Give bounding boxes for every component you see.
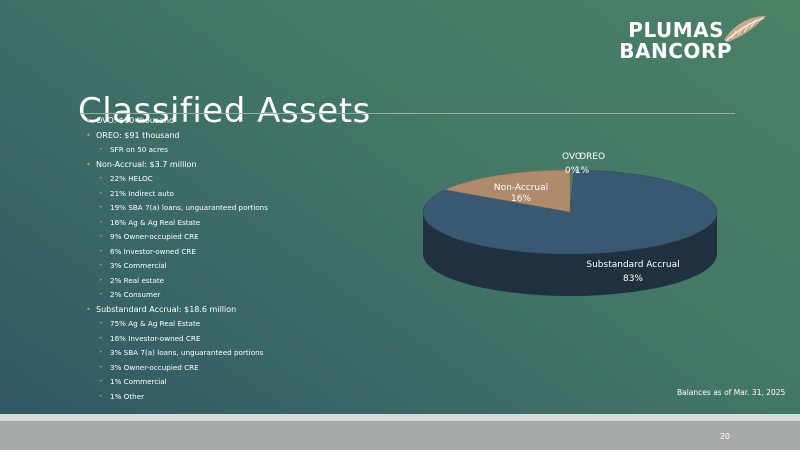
title-divider bbox=[80, 113, 735, 114]
pie-label-percent: 16% bbox=[511, 194, 531, 204]
classified-assets-pie-chart: OVO 0% OREO 1% Substandard Accrual 83% Non-Acc… bbox=[422, 152, 718, 296]
pie-label-percent: 0% bbox=[565, 166, 580, 176]
pie-slice-non-accrual bbox=[444, 169, 571, 213]
pie-label-name: OVO bbox=[562, 152, 582, 162]
bullet-item: OVO: $10 thousand bbox=[82, 114, 382, 129]
sub-bullet-item: 6% Investor-owned CRE bbox=[82, 245, 382, 260]
bullet-list: OVO: $10 thousandOREO: $91 thousandSFR o… bbox=[82, 114, 382, 404]
sub-bullet-item: 2% Consumer bbox=[82, 288, 382, 303]
pie-label-name: Substandard Accrual bbox=[586, 260, 679, 270]
logo-line2: BANCORP bbox=[619, 39, 732, 63]
plumas-bancorp-logo: PLUMAS BANCORP bbox=[619, 8, 768, 61]
logo-line1: PLUMAS bbox=[628, 18, 724, 42]
sub-bullet-item: 19% SBA 7(a) loans, unguaranteed portion… bbox=[82, 201, 382, 216]
page-number: 20 bbox=[719, 432, 730, 441]
sub-bullet-item: 1% Other bbox=[82, 390, 382, 405]
footer: 20 bbox=[0, 421, 800, 450]
sub-bullet-item: 3% Commercial bbox=[82, 259, 382, 274]
pie-label-percent: 83% bbox=[623, 274, 643, 284]
bullet-item: Substandard Accrual: $18.6 million bbox=[82, 303, 382, 318]
pie-label-name: OREO bbox=[579, 152, 605, 162]
sub-bullet-item: 2% Real estate bbox=[82, 274, 382, 289]
pie-label-name: Non-Accrual bbox=[494, 183, 548, 193]
sub-bullet-item: 16% Ag & Ag Real Estate bbox=[82, 216, 382, 231]
sub-bullet-item: 9% Owner-occupied CRE bbox=[82, 230, 382, 245]
sub-bullet-item: 3% SBA 7(a) loans, unguaranteed portions bbox=[82, 346, 382, 361]
sub-bullet-item: SFR on 50 acres bbox=[82, 143, 382, 158]
sub-bullet-item: 1% Commercial bbox=[82, 375, 382, 390]
pie-label-percent: 1% bbox=[575, 166, 590, 176]
sub-bullet-item: 16% Investor-owned CRE bbox=[82, 332, 382, 347]
footer-divider bbox=[0, 414, 800, 421]
feather-leaf-icon bbox=[724, 16, 766, 42]
sub-bullet-item: 75% Ag & Ag Real Estate bbox=[82, 317, 382, 332]
sub-bullet-item: 22% HELOC bbox=[82, 172, 382, 187]
bullet-item: Non-Accrual: $3.7 million bbox=[82, 158, 382, 173]
bullet-item: OREO: $91 thousand bbox=[82, 129, 382, 144]
sub-bullet-item: 3% Owner-occupied CRE bbox=[82, 361, 382, 376]
sub-bullet-item: 21% Indirect auto bbox=[82, 187, 382, 202]
balances-note: Balances as of Mar. 31, 2025 bbox=[677, 388, 786, 397]
